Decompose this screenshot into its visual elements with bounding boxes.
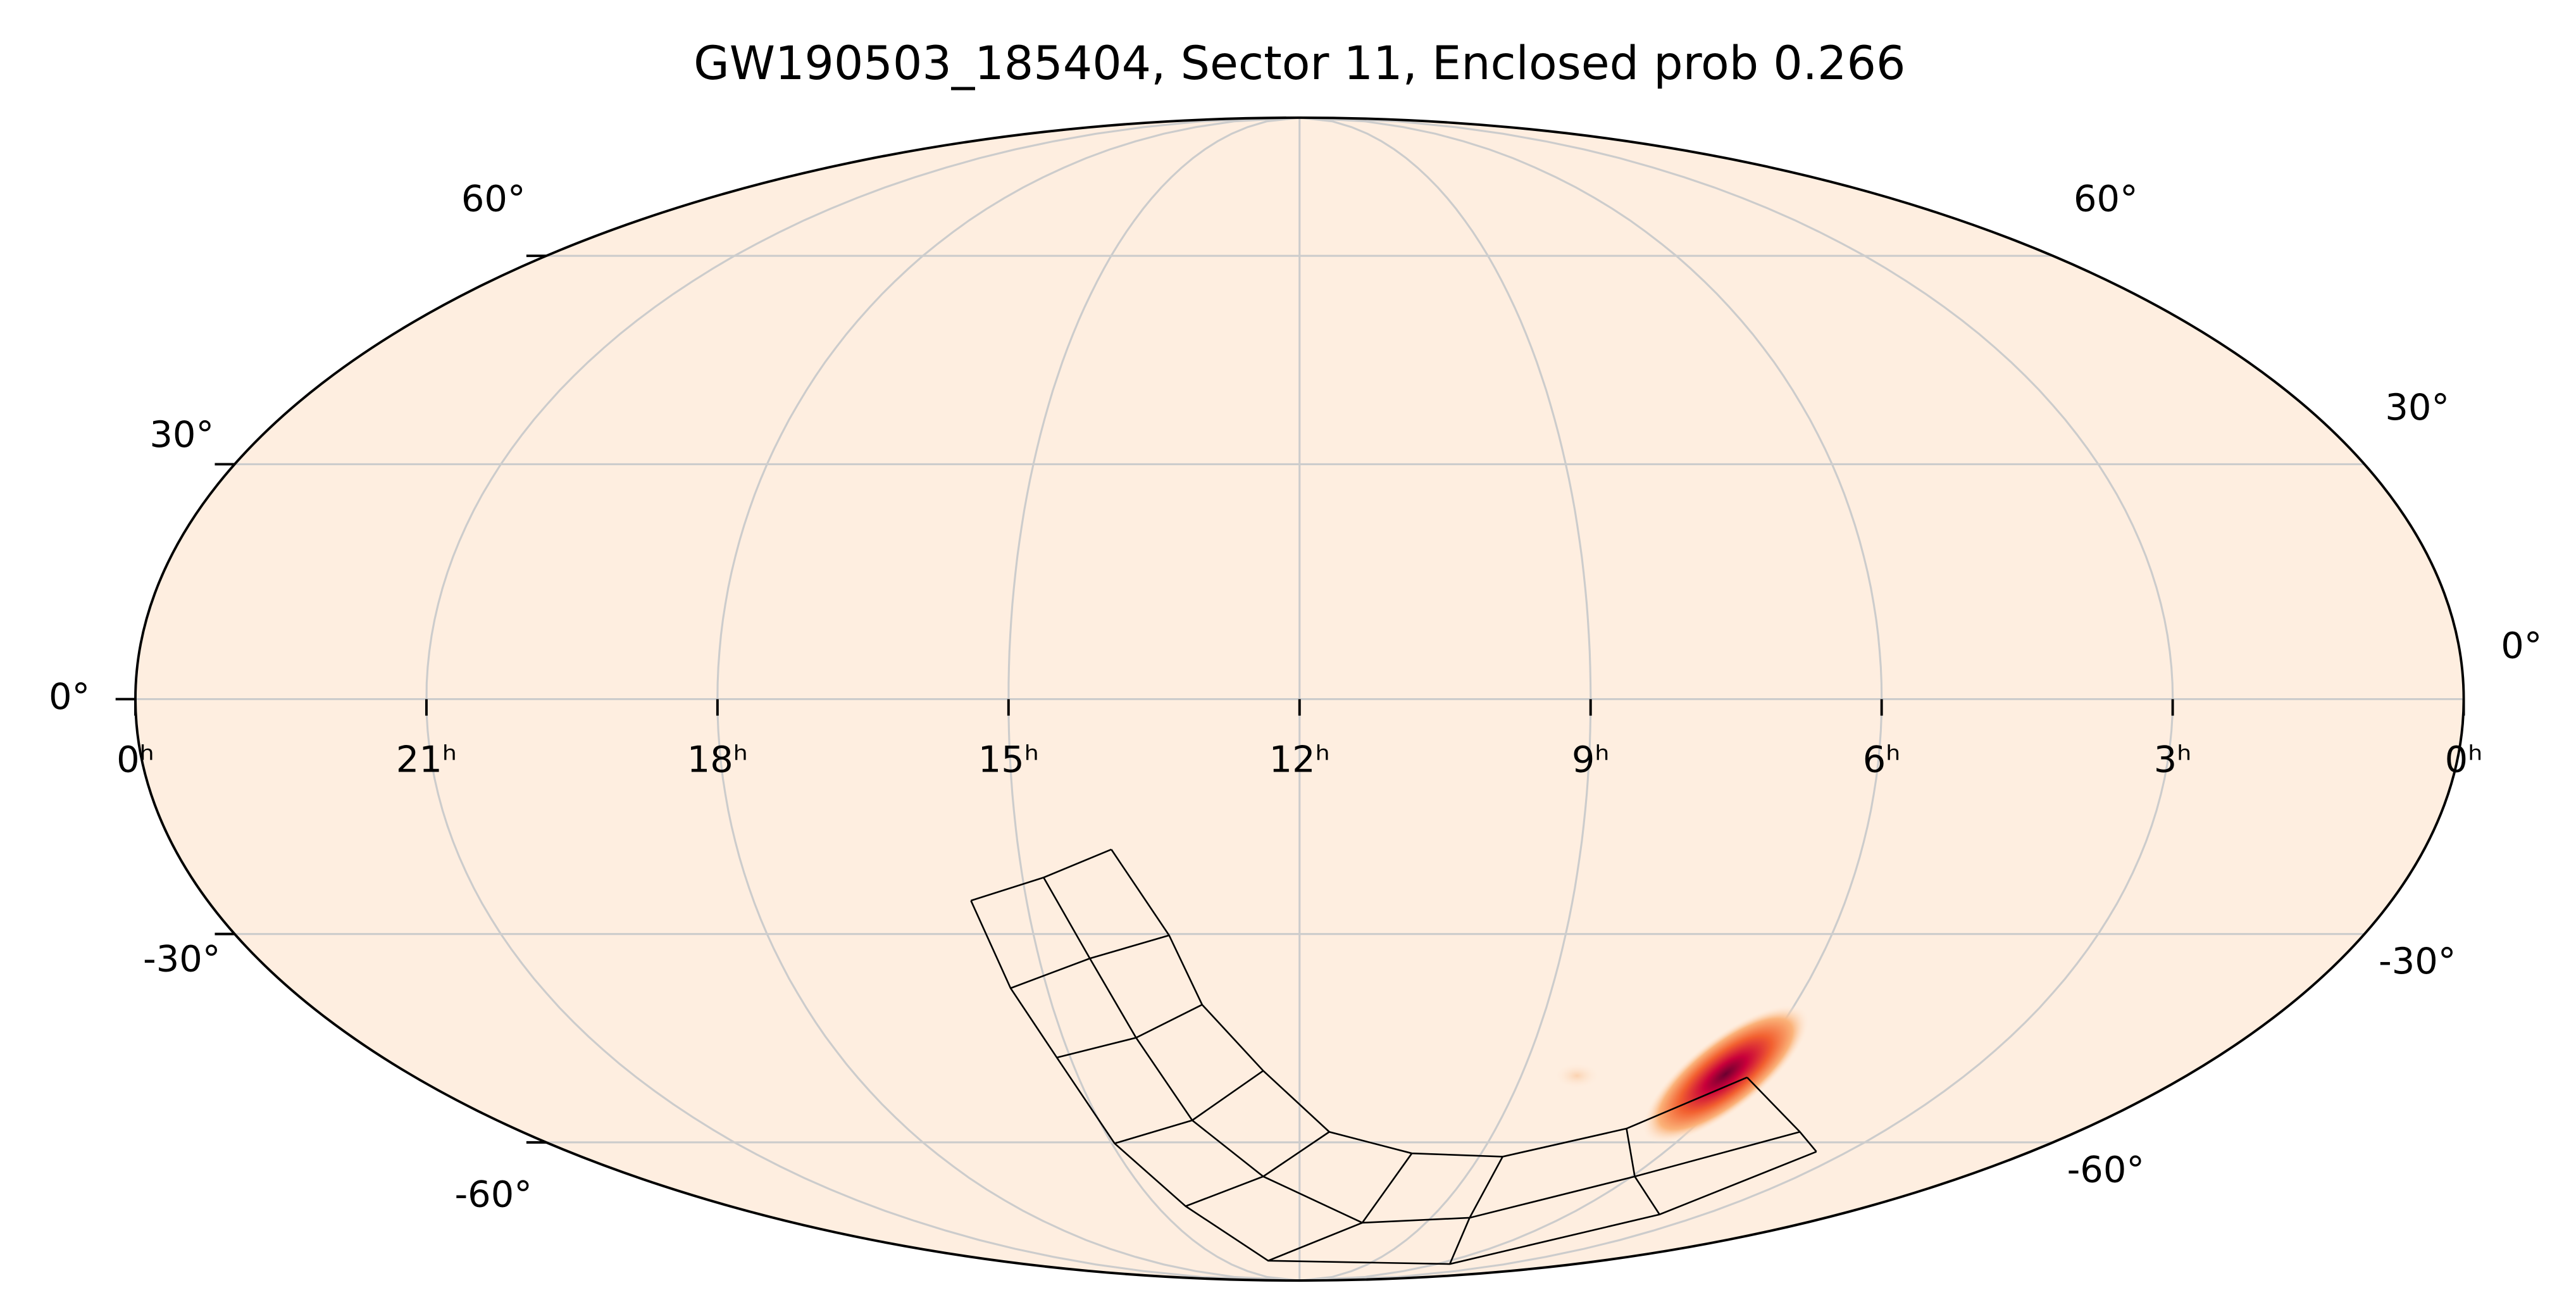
y-tick-label: -60° xyxy=(454,1173,532,1216)
tile-edge xyxy=(1111,849,1748,1158)
y-tick-label: 60° xyxy=(2074,178,2138,220)
x-tick-label: 9ʰ xyxy=(1572,738,1610,780)
x-tick-label: 21ʰ xyxy=(396,738,457,780)
x-tick-label: 3ʰ xyxy=(2154,738,2192,780)
y-tick-label: 30° xyxy=(2385,386,2449,429)
probability-map xyxy=(1553,1004,1810,1144)
tile-edge xyxy=(1267,1153,1413,1262)
y-tick-label: -30° xyxy=(143,937,220,980)
tile-edge xyxy=(1449,1156,1503,1265)
x-tick-label: 18ʰ xyxy=(687,738,748,780)
chart-title: GW190503_185404, Sector 11, Enclosed pro… xyxy=(694,37,1905,91)
probability-blob xyxy=(1641,1004,1810,1144)
x-tick-label: 12ʰ xyxy=(1269,738,1330,780)
tile-edge xyxy=(1056,1004,1203,1059)
y-tick-label: 30° xyxy=(149,413,214,456)
x-tick-label: 15ʰ xyxy=(978,738,1039,780)
tile-edge xyxy=(1746,1077,1817,1153)
y-tick-label: 0° xyxy=(49,675,90,718)
tile-edge xyxy=(1626,1128,1660,1215)
y-tick-label: 0° xyxy=(2501,624,2542,666)
y-tick-label: -30° xyxy=(2379,940,2456,982)
x-tick-label: 0ʰ xyxy=(116,738,154,780)
probability-blob xyxy=(1553,1062,1600,1089)
tile-edge xyxy=(1114,1070,1264,1144)
y-tick-label: -60° xyxy=(2067,1148,2144,1191)
tile-edge xyxy=(971,848,1112,902)
tile-edge xyxy=(1010,934,1169,989)
sector-footprint xyxy=(970,848,1817,1265)
x-tick-label: 6ʰ xyxy=(1863,738,1901,780)
tile-edge xyxy=(1185,1131,1330,1207)
x-tick-label: 0ʰ xyxy=(2445,738,2483,780)
y-tick-label: 60° xyxy=(461,178,526,220)
